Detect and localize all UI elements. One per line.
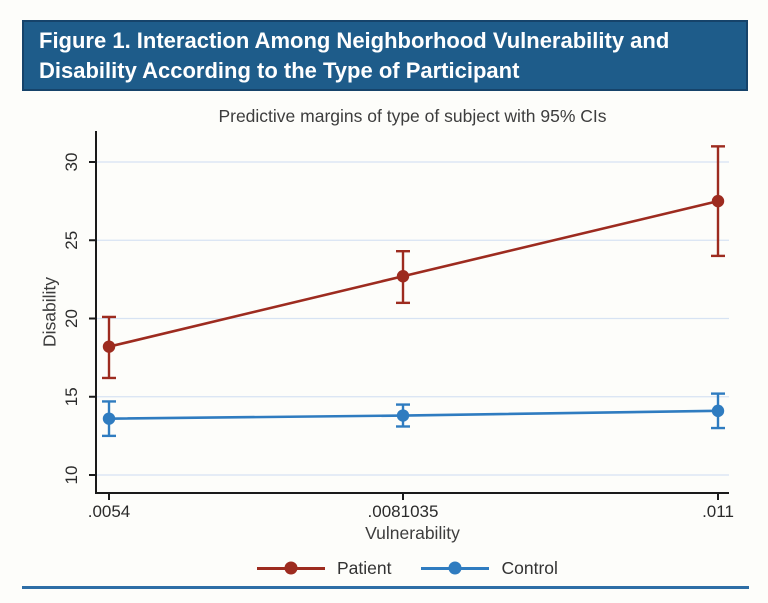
y-axis-title: Disability: [39, 276, 60, 348]
patient-line-marker-icon: [257, 561, 325, 575]
patient-point: [396, 270, 410, 283]
legend-item-patient: Patient: [257, 558, 391, 579]
patient-dot-icon: [284, 561, 298, 575]
control-point: [711, 404, 725, 418]
figure-banner: Figure 1. Interaction Among Neighborhood…: [22, 20, 748, 91]
legend-label-patient: Patient: [337, 557, 392, 578]
control-dot-icon: [448, 561, 462, 575]
patient-point: [102, 340, 116, 353]
patient-line: [108, 199, 719, 348]
x-tick-label: .0054: [88, 502, 131, 521]
chart-title: Predictive margins of type of subject wi…: [218, 106, 607, 126]
figure-title: Figure 1. Interaction Among Neighborhood…: [39, 28, 670, 83]
control-line: [108, 409, 719, 420]
y-tick-label: 30: [62, 153, 81, 172]
control-point: [396, 409, 410, 422]
legend-item-control: Control: [421, 557, 558, 579]
y-tick-label: 10: [62, 466, 81, 485]
control-line-marker-icon: [421, 561, 490, 575]
chart-legend: Patient Control: [257, 554, 558, 582]
y-tick-label: 25: [62, 231, 81, 250]
bottom-rule: [22, 586, 749, 589]
patient-point: [711, 194, 725, 208]
x-axis-title: Vulnerability: [365, 523, 460, 543]
legend-label-control: Control: [501, 557, 558, 578]
y-tick-label: 15: [62, 387, 81, 406]
x-tick-label: .0081035: [368, 502, 439, 521]
y-tick-label: 20: [62, 309, 81, 328]
x-tick-label: .011: [702, 502, 734, 521]
control-point: [102, 412, 116, 425]
